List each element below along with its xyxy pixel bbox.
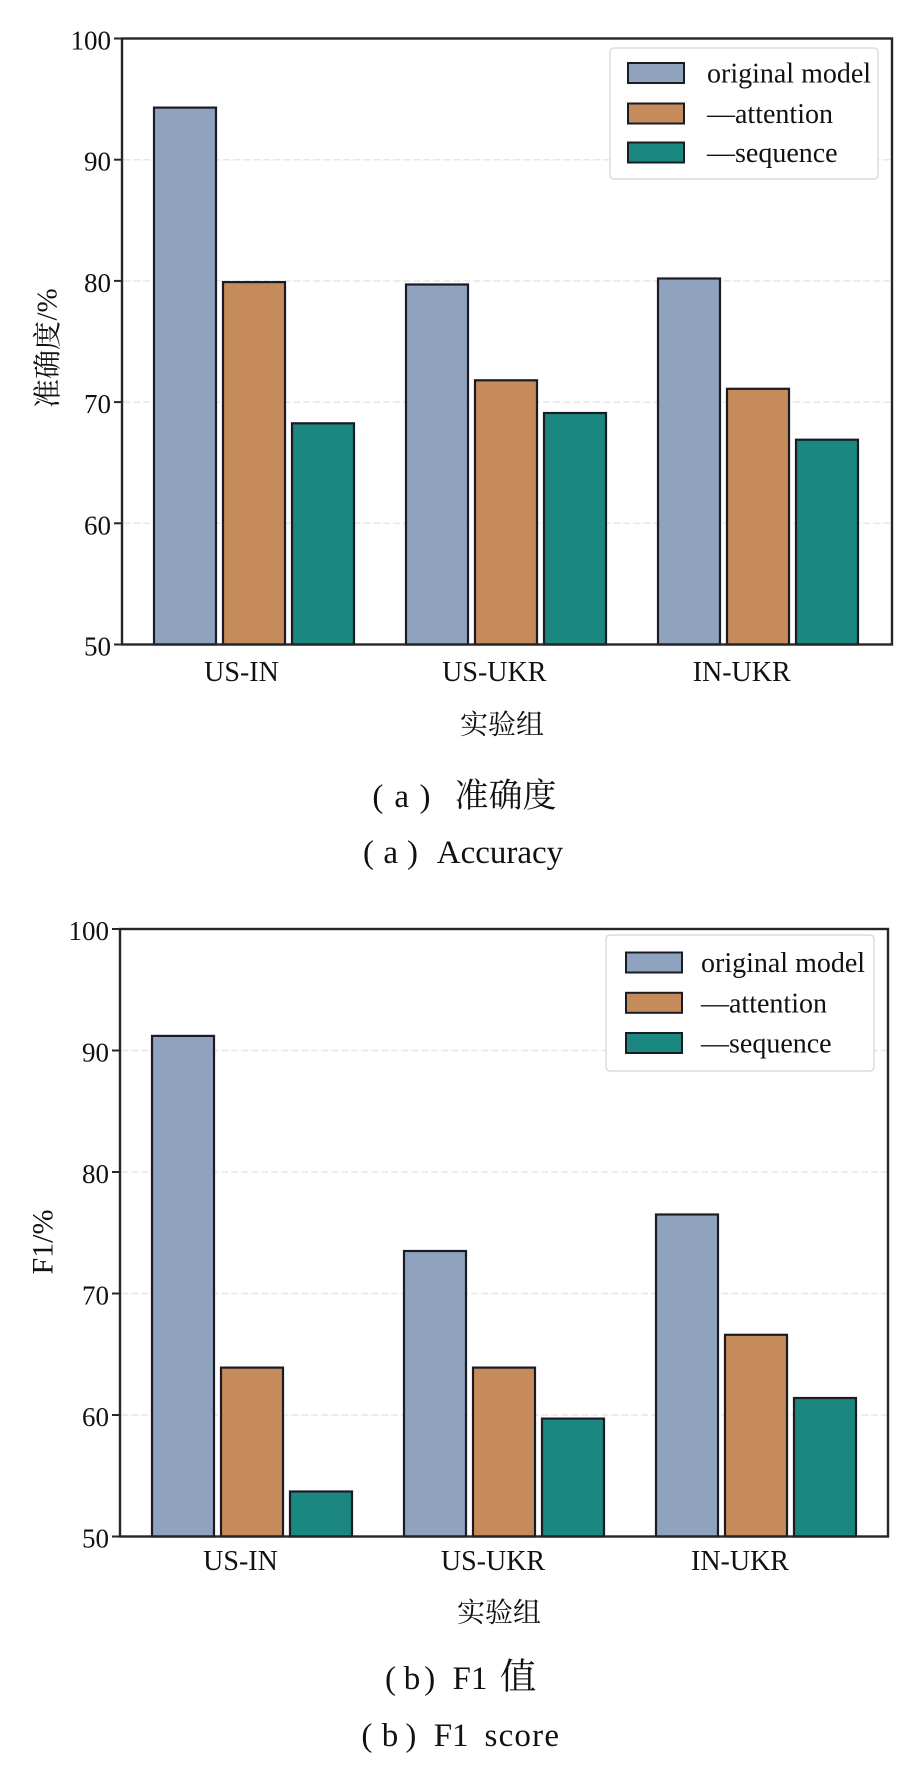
svg-text:(a)Accuracy: (a) Accuracy: [363, 835, 564, 871]
svg-text:US-UKR: US-UKR: [441, 1546, 546, 1577]
svg-text:original model: original model: [701, 948, 865, 979]
svg-text:100: 100: [71, 26, 112, 56]
svg-text:(a): (a): [372, 779, 430, 815]
svg-text:60: 60: [84, 510, 111, 540]
svg-text:90: 90: [82, 1038, 109, 1068]
svg-text:70: 70: [84, 389, 111, 419]
svg-text:80: 80: [84, 268, 111, 298]
svg-text:—attention: —attention: [706, 99, 833, 130]
svg-text:70: 70: [82, 1281, 109, 1311]
svg-text:IN-UKR: IN-UKR: [691, 1546, 789, 1577]
svg-text:—attention: —attention: [700, 988, 827, 1019]
svg-text:US-UKR: US-UKR: [442, 657, 547, 688]
svg-text:90: 90: [84, 147, 111, 177]
svg-text:/%: /%: [32, 288, 64, 320]
svg-text:50: 50: [84, 632, 111, 662]
svg-text:100: 100: [69, 916, 110, 946]
svg-text:US-IN: US-IN: [203, 1546, 278, 1577]
svg-text:80: 80: [82, 1159, 109, 1189]
svg-text:—sequence: —sequence: [706, 138, 838, 169]
svg-text:US-IN: US-IN: [204, 657, 279, 688]
svg-text:60: 60: [82, 1402, 109, 1432]
svg-text:F1/%: F1/%: [27, 1209, 60, 1274]
svg-text:50: 50: [82, 1524, 109, 1554]
svg-text:IN-UKR: IN-UKR: [693, 657, 791, 688]
svg-text:—sequence: —sequence: [700, 1029, 832, 1060]
svg-text:original model: original model: [707, 59, 871, 90]
